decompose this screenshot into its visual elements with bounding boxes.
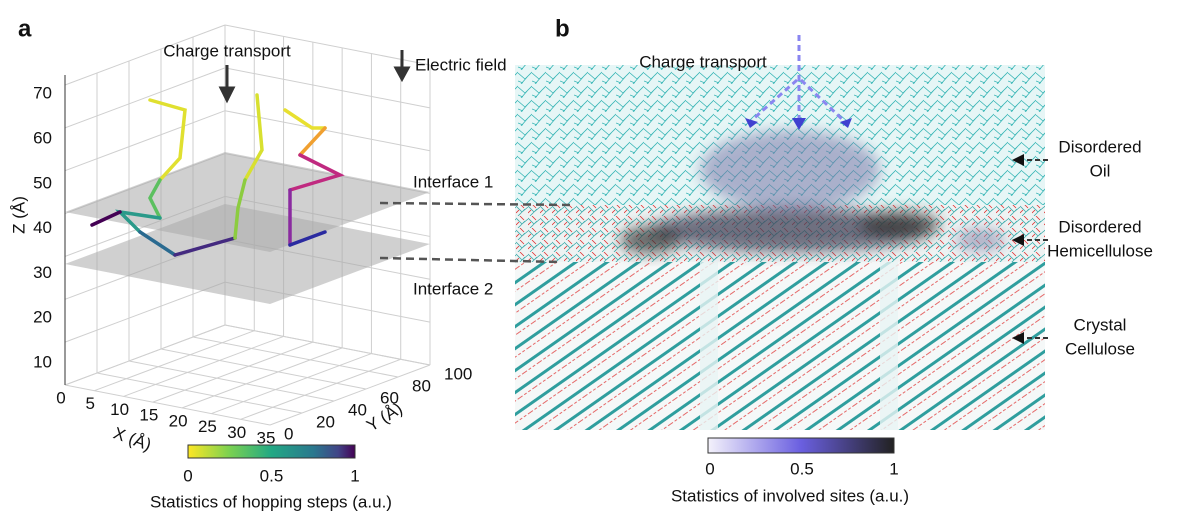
axis-label: Z (Å) bbox=[9, 196, 28, 234]
annotation: Interface 1 bbox=[413, 172, 493, 191]
region-labels: Disordered Oil Disordered Hemicellulose Crys… bbox=[1012, 137, 1153, 358]
colorbar-tick-label: 0 bbox=[183, 466, 192, 485]
axis-label: X (Å) bbox=[111, 423, 154, 454]
arrow bbox=[218, 65, 236, 104]
arrowheads bbox=[745, 118, 852, 130]
grid-line bbox=[211, 353, 372, 415]
y-tick-label: 40 bbox=[348, 400, 367, 419]
annotation: Electric field bbox=[415, 55, 507, 74]
annotation: Charge transport bbox=[163, 41, 291, 60]
interface-links bbox=[379, 201, 576, 264]
z-tick-label: 60 bbox=[33, 128, 52, 147]
x-tick-label: 10 bbox=[110, 400, 129, 419]
grid-line bbox=[224, 324, 431, 366]
grid-line bbox=[192, 336, 399, 378]
pointer-head bbox=[1012, 332, 1024, 344]
grid-line bbox=[96, 372, 303, 414]
crystal-borders bbox=[700, 262, 898, 430]
colorbar-tick-label: 1 bbox=[889, 459, 898, 478]
pointer-head bbox=[1012, 234, 1024, 246]
y-tick-label: 60 bbox=[380, 388, 399, 407]
arrows bbox=[751, 35, 845, 122]
colorbar-tick-label: 1 bbox=[350, 466, 359, 485]
arrow bbox=[393, 50, 411, 83]
x-tick-label: 15 bbox=[139, 406, 158, 425]
panel-label: a bbox=[18, 15, 32, 42]
grid-line bbox=[160, 348, 367, 390]
colorbar-label: Statistics of involved sites (a.u.) bbox=[671, 486, 909, 505]
grid-line bbox=[269, 364, 431, 426]
x-tick-label: 0 bbox=[56, 388, 65, 407]
z-tick-label: 40 bbox=[33, 218, 52, 237]
interface-plane bbox=[65, 204, 430, 304]
grid-line bbox=[64, 67, 226, 129]
colorbar-label: Statistics of hopping steps (a.u.) bbox=[150, 492, 392, 511]
grid-line bbox=[94, 330, 255, 392]
z-tick-label: 70 bbox=[33, 84, 52, 103]
grid-line bbox=[152, 341, 314, 403]
pointer-head bbox=[1012, 154, 1024, 166]
grid-line bbox=[128, 360, 335, 402]
x-tick-label: 5 bbox=[86, 394, 95, 413]
grid-line bbox=[224, 67, 431, 109]
y-tick-label: 80 bbox=[412, 376, 431, 395]
region-label: Cellulose bbox=[1065, 339, 1135, 358]
region-label: Disordered bbox=[1058, 217, 1141, 236]
crystal-region bbox=[515, 262, 1045, 430]
colorbar-tick-label: 0.5 bbox=[260, 466, 284, 485]
annotation: Interface 2 bbox=[413, 279, 493, 298]
z-tick-label: 10 bbox=[33, 352, 52, 371]
y-tick-label: 100 bbox=[444, 364, 472, 383]
grid-line bbox=[64, 24, 226, 86]
colorbar bbox=[187, 444, 356, 459]
grid-line bbox=[224, 24, 431, 66]
region-label: Disordered bbox=[1058, 137, 1141, 156]
grid-line bbox=[64, 281, 226, 343]
x-tick-label: 25 bbox=[198, 417, 217, 436]
grid-line bbox=[240, 358, 401, 420]
grid-line bbox=[181, 347, 343, 409]
colorbar bbox=[707, 437, 895, 454]
trajectories bbox=[90, 93, 345, 257]
grid-line bbox=[64, 110, 226, 172]
annotation: Charge transport bbox=[639, 52, 767, 71]
x-tick-label: 35 bbox=[257, 428, 276, 447]
grid-line bbox=[64, 384, 271, 426]
x-tick-label: 30 bbox=[227, 423, 246, 442]
region-label: Crystal bbox=[1074, 315, 1127, 334]
z-tick-label: 20 bbox=[33, 308, 52, 327]
z-tick-label: 50 bbox=[33, 173, 52, 192]
grid-line bbox=[64, 324, 226, 386]
region-label: Oil bbox=[1090, 161, 1111, 180]
colorbar-tick-label: 0 bbox=[705, 459, 714, 478]
grid-line bbox=[123, 335, 284, 397]
z-tick-label: 30 bbox=[33, 263, 52, 282]
colorbar-tick-label: 0.5 bbox=[790, 459, 814, 478]
site-density bbox=[620, 130, 1005, 254]
x-tick-label: 20 bbox=[169, 411, 188, 430]
y-tick-label: 20 bbox=[316, 412, 335, 431]
region-label: Hemicellulose bbox=[1047, 241, 1153, 260]
y-tick-label: 0 bbox=[284, 424, 293, 443]
panel-label: b bbox=[555, 15, 570, 42]
grid-line bbox=[224, 110, 431, 152]
